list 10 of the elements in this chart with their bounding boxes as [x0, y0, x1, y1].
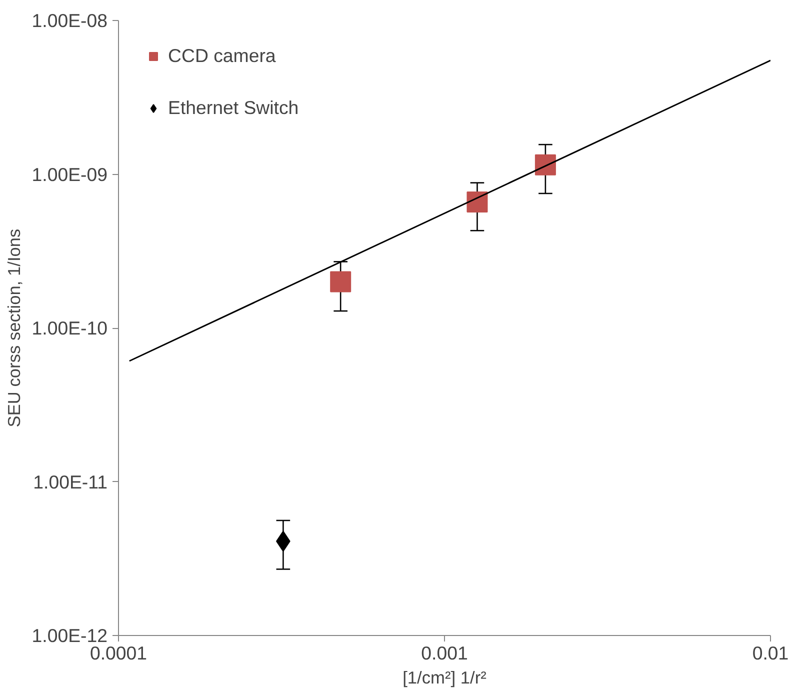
- legend-label: CCD camera: [168, 45, 276, 67]
- x-tick-label: 0.01: [752, 642, 789, 664]
- x-tick-label: 0.001: [421, 642, 468, 664]
- legend-label: Ethernet Switch: [168, 97, 299, 119]
- y-tick-label: 1.00E-10: [32, 318, 108, 338]
- y-tick-label: 1.00E-11: [33, 471, 108, 492]
- y-axis-title: SEU corss section, 1/Ions: [4, 228, 24, 428]
- y-tick-label: 1.00E-09: [32, 164, 108, 185]
- x-axis-title: [1/cm²] 1/r²: [402, 668, 487, 688]
- y-tick-label: 1.00E-08: [32, 10, 108, 31]
